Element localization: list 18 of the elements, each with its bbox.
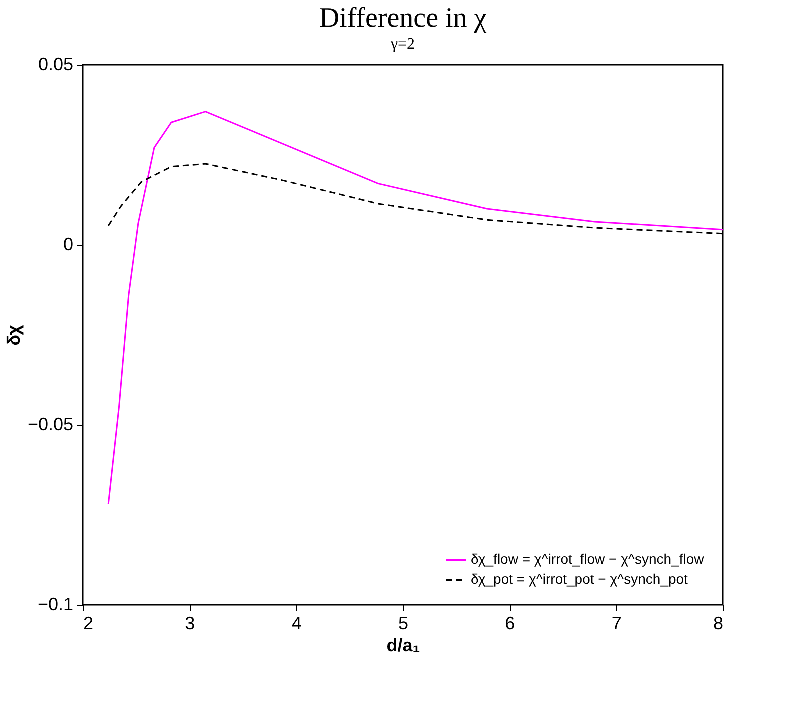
x-tick-label: 8 (713, 614, 724, 634)
x-tick-label: 6 (505, 614, 516, 634)
legend-label: δχ_flow = χ^irrot_flow − χ^synch_flow (471, 551, 706, 567)
line-series (108, 111, 724, 505)
y-tick-label: 0.05 (38, 54, 74, 74)
x-axis-title: d/a₁ (386, 636, 420, 656)
y-axis-title: δχ (4, 324, 24, 346)
chart-title: Difference in χ (319, 3, 488, 34)
x-tick-label: 4 (292, 614, 302, 634)
y-tick-label: 0 (63, 234, 74, 254)
x-tick-label: 3 (185, 614, 196, 634)
x-tick-label: 5 (398, 614, 409, 634)
x-tick-label: 2 (84, 614, 94, 634)
y-tick-label: −0.1 (38, 594, 74, 614)
legend-label: δχ_pot = χ^irrot_pot − χ^synch_pot (471, 571, 688, 587)
x-tick-label: 7 (612, 614, 622, 634)
chart-subtitle: γ=2 (390, 36, 416, 53)
y-tick-label: −0.05 (28, 414, 74, 434)
